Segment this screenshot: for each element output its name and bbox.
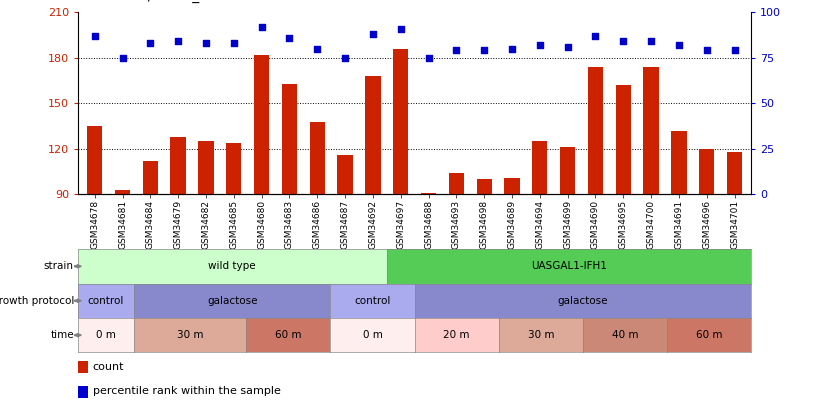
Text: strain: strain bbox=[44, 261, 74, 271]
Point bbox=[394, 25, 407, 32]
Bar bbox=[78, 386, 88, 398]
Bar bbox=[588, 67, 603, 194]
Bar bbox=[560, 147, 576, 194]
Bar bbox=[254, 55, 269, 194]
Text: 0 m: 0 m bbox=[363, 330, 383, 340]
Bar bbox=[310, 122, 325, 194]
Text: 30 m: 30 m bbox=[528, 330, 554, 340]
Bar bbox=[226, 143, 241, 194]
Text: 20 m: 20 m bbox=[443, 330, 470, 340]
Text: UASGAL1-IFH1: UASGAL1-IFH1 bbox=[531, 261, 607, 271]
Point bbox=[700, 47, 713, 54]
Point bbox=[589, 33, 602, 39]
Bar bbox=[421, 193, 436, 194]
Point bbox=[728, 47, 741, 54]
Point bbox=[144, 40, 157, 47]
Text: 60 m: 60 m bbox=[696, 330, 722, 340]
Text: growth protocol: growth protocol bbox=[0, 296, 74, 306]
Text: galactose: galactose bbox=[207, 296, 258, 306]
Bar bbox=[644, 67, 658, 194]
Text: count: count bbox=[93, 362, 124, 372]
Text: galactose: galactose bbox=[557, 296, 608, 306]
Point bbox=[533, 42, 546, 48]
Point bbox=[172, 38, 185, 45]
Point bbox=[506, 45, 519, 52]
Bar bbox=[672, 130, 686, 194]
Point bbox=[672, 42, 686, 48]
Point bbox=[422, 55, 435, 61]
Point bbox=[644, 38, 658, 45]
Bar bbox=[616, 85, 631, 194]
Bar bbox=[727, 152, 742, 194]
Point bbox=[617, 38, 630, 45]
Text: control: control bbox=[88, 296, 124, 306]
Text: wild type: wild type bbox=[209, 261, 256, 271]
Text: 60 m: 60 m bbox=[275, 330, 301, 340]
Text: control: control bbox=[355, 296, 391, 306]
Bar bbox=[143, 161, 158, 194]
Text: GDS1013 / 5961_at: GDS1013 / 5961_at bbox=[78, 0, 213, 3]
Bar bbox=[115, 190, 131, 194]
Text: time: time bbox=[50, 330, 74, 340]
Bar bbox=[699, 149, 714, 194]
Bar bbox=[449, 173, 464, 194]
Point bbox=[227, 40, 241, 47]
Bar bbox=[504, 178, 520, 194]
Bar bbox=[87, 126, 103, 194]
Point bbox=[200, 40, 213, 47]
Text: 30 m: 30 m bbox=[177, 330, 204, 340]
Bar bbox=[171, 137, 186, 194]
Bar bbox=[282, 83, 297, 194]
Point bbox=[88, 33, 101, 39]
Bar bbox=[199, 141, 213, 194]
Point bbox=[283, 34, 296, 41]
Point bbox=[338, 55, 351, 61]
Point bbox=[366, 31, 379, 37]
Point bbox=[310, 45, 323, 52]
Point bbox=[255, 23, 268, 30]
Bar bbox=[365, 76, 380, 194]
Point bbox=[561, 44, 574, 50]
Text: 40 m: 40 m bbox=[612, 330, 638, 340]
Bar bbox=[532, 141, 548, 194]
Point bbox=[478, 47, 491, 54]
Bar bbox=[78, 361, 88, 373]
Text: percentile rank within the sample: percentile rank within the sample bbox=[93, 386, 281, 396]
Bar bbox=[337, 155, 353, 194]
Text: 0 m: 0 m bbox=[96, 330, 116, 340]
Point bbox=[116, 55, 129, 61]
Bar bbox=[393, 49, 408, 194]
Bar bbox=[476, 179, 492, 194]
Point bbox=[450, 47, 463, 54]
